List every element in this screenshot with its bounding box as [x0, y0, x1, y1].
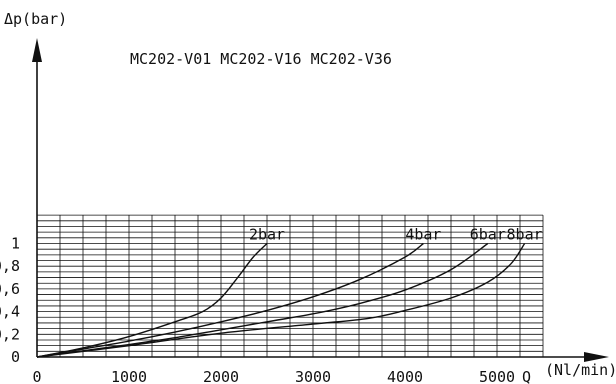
x-tick-label: 1000 — [111, 368, 147, 384]
curve-2bar — [36, 243, 268, 358]
x-tick-label: 5000 — [479, 368, 515, 384]
series-label-4bar: 4bar — [405, 226, 441, 244]
x-tick-label: 0 — [32, 368, 41, 384]
chart-title: MC202-V01 MC202-V16 MC202-V36 — [130, 50, 392, 68]
y-axis-label: Δp(bar) — [4, 10, 67, 28]
x-tick-label: 3000 — [295, 368, 331, 384]
y-axis-arrow — [32, 38, 42, 62]
x-axis-unit: (Nl/min) — [545, 361, 616, 379]
series-label-6bar: 6bar — [470, 226, 506, 244]
y-tick-label: 0,6 — [0, 280, 20, 298]
y-tick-label: 0,2 — [0, 325, 20, 343]
curve-8bar — [36, 243, 526, 358]
series-label-2bar: 2bar — [249, 226, 285, 244]
x-axis-q: Q — [522, 368, 531, 384]
y-tick-label: 0,4 — [0, 303, 20, 321]
y-tick-label: 1 — [11, 235, 20, 253]
x-axis-arrow — [584, 352, 609, 362]
series-label-8bar: 8bar — [507, 226, 543, 244]
curve-4bar — [36, 242, 424, 358]
curve-6bar — [36, 242, 489, 358]
y-tick-label: 0 — [11, 348, 20, 366]
x-tick-label: 2000 — [203, 368, 239, 384]
grid — [37, 214, 544, 357]
x-tick-label: 4000 — [387, 368, 423, 384]
curves: 2bar 4bar 6bar 8bar — [36, 226, 543, 358]
axes — [32, 38, 609, 362]
y-tick-label: 0,8 — [0, 257, 20, 275]
tick-labels: 0 1000 2000 3000 4000 5000 0 0,2 0,4 0,6 0,8 1 — [0, 235, 515, 384]
